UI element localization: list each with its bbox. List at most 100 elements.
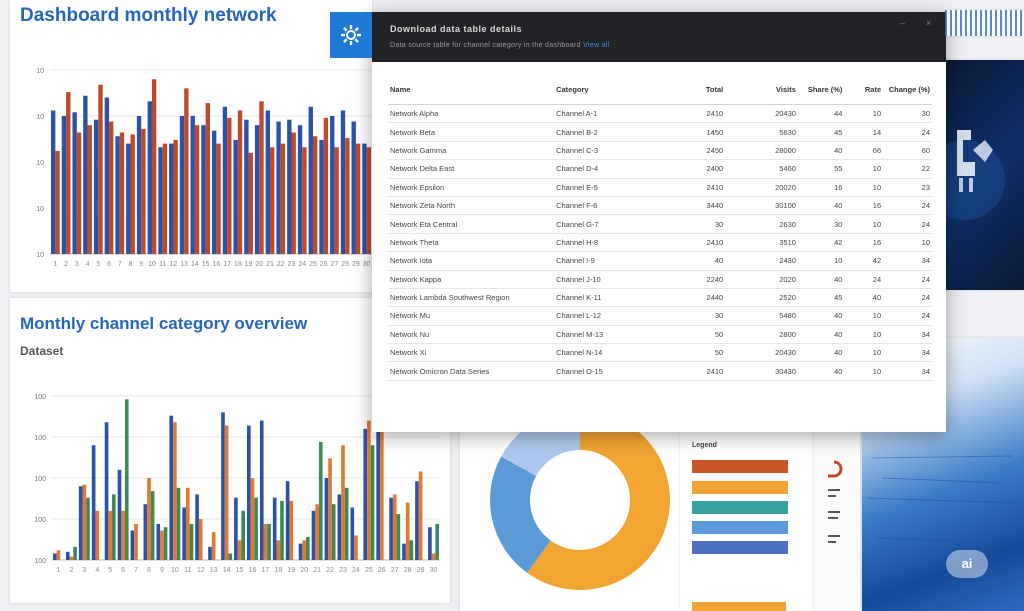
bar[interactable]: [112, 494, 116, 560]
bar[interactable]: [244, 119, 249, 255]
bar[interactable]: [351, 121, 356, 255]
bar[interactable]: [308, 106, 313, 254]
bar[interactable]: [287, 119, 292, 255]
bar[interactable]: [83, 95, 88, 254]
bar[interactable]: [334, 147, 339, 254]
bar[interactable]: [160, 530, 164, 560]
minimize-button[interactable]: –: [900, 18, 906, 28]
close-button[interactable]: ×: [926, 18, 932, 28]
bar[interactable]: [147, 478, 151, 560]
bar[interactable]: [104, 97, 110, 254]
bar[interactable]: [198, 519, 203, 560]
bar[interactable]: [109, 121, 114, 255]
bar[interactable]: [362, 143, 367, 254]
bar[interactable]: [435, 523, 439, 560]
bar[interactable]: [297, 125, 303, 254]
bar[interactable]: [65, 551, 70, 560]
bar[interactable]: [115, 136, 120, 254]
bar[interactable]: [179, 116, 185, 254]
table-row[interactable]: Network Delta East Channel D-4 2400 5460 55 1…: [388, 159, 932, 179]
bar[interactable]: [265, 110, 271, 254]
bar[interactable]: [190, 116, 195, 254]
bar[interactable]: [136, 116, 142, 254]
bar[interactable]: [176, 487, 181, 560]
bar[interactable]: [318, 441, 323, 560]
bar[interactable]: [141, 128, 146, 254]
table-row[interactable]: Network Gamma Channel C-3 2450 28000 40 66 60: [388, 141, 932, 161]
bar[interactable]: [182, 507, 186, 560]
bar[interactable]: [130, 530, 135, 560]
view-all-link[interactable]: View all: [583, 42, 610, 49]
table-row[interactable]: Network Nu Channel M-13 50 2800 40 10 34: [388, 325, 932, 345]
bar[interactable]: [98, 84, 103, 254]
col-header-name[interactable]: Name: [388, 74, 555, 105]
bar[interactable]: [130, 134, 135, 254]
bar[interactable]: [396, 514, 401, 560]
bar[interactable]: [267, 523, 271, 560]
bar[interactable]: [340, 110, 346, 254]
bar[interactable]: [158, 147, 163, 254]
bar[interactable]: [134, 523, 138, 560]
bar[interactable]: [208, 546, 212, 560]
bar[interactable]: [169, 415, 174, 560]
bar[interactable]: [234, 497, 238, 560]
bar[interactable]: [205, 103, 210, 255]
table-row[interactable]: Network Zeta North Channel F-6 3440 30100 40…: [388, 196, 932, 216]
bar[interactable]: [169, 143, 174, 254]
bar[interactable]: [276, 121, 281, 255]
bar[interactable]: [291, 132, 296, 254]
bar[interactable]: [72, 112, 77, 254]
bar[interactable]: [272, 497, 277, 560]
bar[interactable]: [201, 125, 206, 254]
bar[interactable]: [355, 143, 361, 254]
bar[interactable]: [241, 510, 245, 560]
bar[interactable]: [76, 132, 82, 254]
bar[interactable]: [280, 500, 284, 560]
bar[interactable]: [254, 497, 258, 560]
bar[interactable]: [95, 510, 100, 560]
bar[interactable]: [409, 540, 414, 560]
bar[interactable]: [392, 494, 397, 560]
bar[interactable]: [221, 412, 225, 560]
table-row[interactable]: Network Kappa Channel J-10 2240 2020 40 24 24: [388, 270, 932, 289]
bar[interactable]: [163, 527, 168, 560]
bar[interactable]: [366, 147, 371, 254]
bar[interactable]: [195, 494, 199, 560]
bar[interactable]: [156, 523, 161, 560]
bar[interactable]: [151, 79, 157, 254]
col-header-change[interactable]: Change (%): [883, 74, 932, 105]
bar[interactable]: [259, 420, 264, 560]
table-row[interactable]: Network Lambda Southwest Region Channel K…: [388, 288, 932, 308]
bar[interactable]: [428, 527, 432, 560]
bar[interactable]: [247, 425, 251, 560]
bar[interactable]: [121, 510, 125, 560]
bar[interactable]: [431, 553, 436, 560]
legend-bar[interactable]: [692, 521, 788, 534]
bar[interactable]: [147, 101, 152, 254]
bar[interactable]: [402, 543, 406, 560]
bar[interactable]: [311, 510, 316, 560]
bar[interactable]: [263, 523, 268, 560]
bar[interactable]: [73, 546, 77, 560]
table-row[interactable]: Network Mu Channel L-12 30 5480 40 10 24: [388, 306, 932, 326]
bar[interactable]: [53, 553, 57, 560]
bar[interactable]: [55, 150, 60, 254]
bar[interactable]: [363, 428, 368, 560]
bar[interactable]: [233, 139, 238, 254]
bar[interactable]: [189, 523, 194, 560]
bar[interactable]: [173, 139, 178, 254]
bar[interactable]: [376, 409, 380, 560]
legend-bar[interactable]: [692, 541, 788, 554]
col-header-total[interactable]: Total: [673, 74, 726, 105]
table-row[interactable]: Network Xi Channel N-14 50 20430 40 10 34: [388, 343, 932, 363]
bar[interactable]: [173, 422, 177, 560]
bar[interactable]: [87, 125, 92, 254]
legend-bar[interactable]: [692, 501, 788, 514]
bar[interactable]: [276, 540, 281, 560]
bar[interactable]: [124, 399, 129, 560]
bar[interactable]: [126, 143, 131, 254]
legend-bar[interactable]: [692, 460, 788, 473]
bar[interactable]: [312, 136, 318, 254]
bar[interactable]: [117, 469, 122, 560]
bar[interactable]: [330, 116, 335, 254]
